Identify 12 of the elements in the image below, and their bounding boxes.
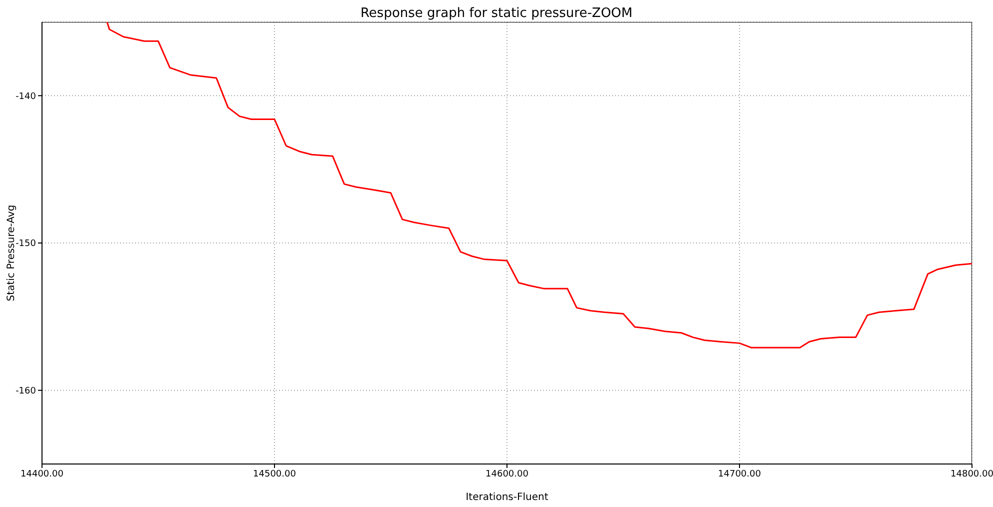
x-tick-label: 14800.00 — [950, 469, 993, 480]
x-tick-label: 14500.00 — [253, 469, 296, 480]
chart-title: Response graph for static pressure-ZOOM — [359, 6, 634, 21]
line-series — [106, 22, 972, 348]
y-tick-label: -160 — [16, 386, 36, 397]
x-axis-title: Iterations-Fluent — [466, 492, 548, 503]
x-tick-label: 14400.00 — [20, 469, 64, 480]
y-tick-label: -140 — [16, 92, 36, 102]
x-tick-label: 14600.00 — [486, 469, 529, 480]
y-axis-title: Static Pressure-Avg — [6, 204, 17, 302]
x-tick-label: 14700.00 — [718, 469, 762, 480]
y-tick-label: -150 — [16, 239, 36, 250]
